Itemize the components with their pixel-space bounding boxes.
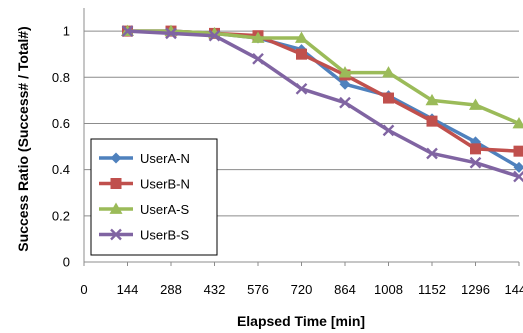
x-tick-label: 1440 (505, 282, 523, 297)
legend-item: UserA-S (99, 202, 189, 217)
data-point (121, 25, 134, 37)
data-point (426, 147, 438, 160)
legend-label: UserB-S (140, 228, 189, 243)
data-point (339, 96, 351, 109)
data-point (252, 52, 264, 65)
data-point (165, 27, 177, 40)
y-tick-label: 0.6 (52, 116, 70, 131)
series-usera-s (121, 24, 523, 129)
data-point (469, 98, 482, 110)
y-axis-label: Success Ratio (Success# / Total#) (15, 26, 31, 251)
x-tick-label: 1152 (418, 282, 446, 297)
legend-item: UserB-N (99, 177, 190, 192)
y-tick-label: 0.8 (52, 70, 70, 85)
y-tick-label: 0.4 (52, 162, 70, 177)
data-point (426, 115, 438, 127)
data-point (425, 93, 439, 106)
data-point (513, 161, 523, 173)
x-tick-label: 288 (160, 282, 182, 297)
data-point (513, 170, 523, 183)
series-line (127, 29, 520, 126)
axes (83, 8, 520, 266)
series-userb-s (121, 25, 523, 183)
legend-label: UserA-N (140, 151, 190, 166)
x-axis-label: Elapsed Time [min] (237, 313, 365, 329)
legend-item: UserB-S (99, 228, 189, 243)
data-point (338, 66, 352, 78)
legend-marker (110, 228, 122, 241)
legend-item: UserA-N (99, 151, 190, 166)
data-point (339, 78, 351, 90)
series-line (127, 29, 520, 179)
y-tick-label: 0.2 (52, 208, 70, 223)
data-point (382, 124, 395, 137)
x-tick-label: 864 (334, 282, 356, 297)
legend-marker (110, 152, 122, 164)
legend-marker (110, 178, 122, 189)
data-point (295, 82, 308, 95)
data-point (295, 31, 308, 43)
x-tick-label: 1008 (374, 282, 403, 297)
x-tick-label: 576 (247, 282, 269, 297)
data-point (383, 92, 394, 104)
legend-label: UserA-S (140, 202, 189, 217)
y-tick-label: 0 (63, 255, 70, 270)
data-point (470, 143, 481, 155)
data-point (382, 66, 395, 78)
series-group (121, 24, 523, 183)
x-tick-label: 1296 (461, 282, 490, 297)
data-point (296, 48, 307, 60)
x-tick-label: 144 (117, 282, 139, 297)
x-tick-label: 0 (80, 282, 87, 297)
legend: UserA-N UserB-N UserA-S UserB-S (90, 138, 218, 256)
data-point (208, 29, 221, 42)
data-point (251, 31, 265, 43)
y-tick-label: 1 (63, 24, 70, 39)
x-tick-label: 720 (291, 282, 313, 297)
data-point (513, 145, 523, 157)
data-point (469, 156, 482, 169)
legend-label: UserB-N (140, 177, 190, 192)
legend-marker (109, 202, 123, 214)
data-point (512, 116, 523, 129)
x-tick-label: 432 (204, 282, 226, 297)
tick-labels: 0 0.2 0.4 0.6 0.8 1 0 144 288 432 576 720 864 1008 115… (52, 24, 523, 297)
